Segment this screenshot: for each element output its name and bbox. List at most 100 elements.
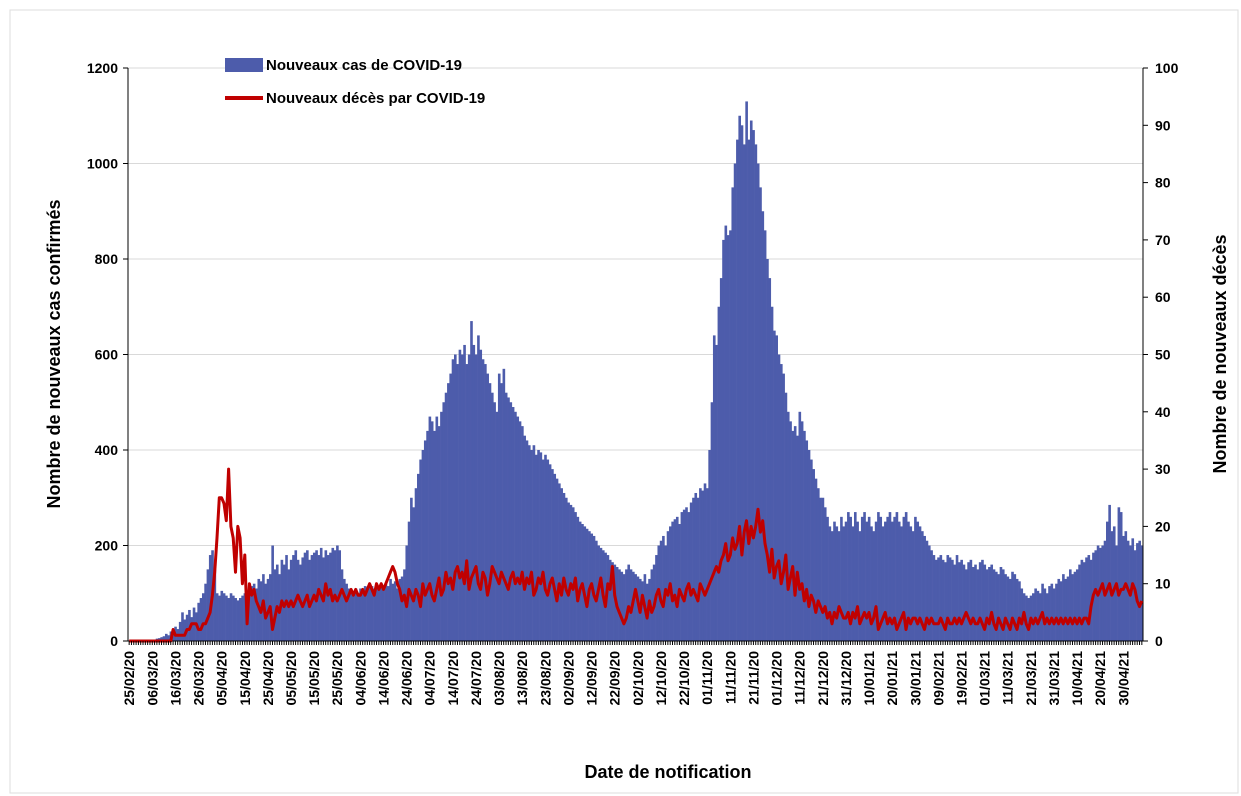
bar bbox=[285, 555, 288, 641]
bar bbox=[241, 595, 244, 641]
bar bbox=[641, 581, 644, 641]
bar bbox=[752, 130, 755, 641]
y2-tick-label: 70 bbox=[1155, 232, 1171, 248]
bar bbox=[627, 564, 631, 641]
bar bbox=[659, 540, 663, 641]
bar bbox=[1117, 507, 1121, 641]
bar bbox=[791, 430, 795, 641]
bar bbox=[992, 569, 996, 641]
bar bbox=[853, 512, 857, 641]
x-tick-label: 14/06/20 bbox=[375, 651, 391, 706]
bar bbox=[578, 521, 582, 641]
bar bbox=[946, 555, 950, 641]
bar bbox=[837, 531, 841, 641]
bar bbox=[955, 555, 959, 641]
bar bbox=[958, 562, 961, 641]
x-tick-label: 16/03/20 bbox=[167, 651, 183, 706]
x-tick-label: 01/11/20 bbox=[699, 651, 715, 705]
bar bbox=[1043, 588, 1047, 641]
bar bbox=[754, 144, 758, 641]
bar bbox=[699, 488, 702, 641]
bar bbox=[925, 540, 929, 641]
bar bbox=[514, 411, 517, 641]
bar bbox=[773, 330, 776, 641]
bar bbox=[932, 555, 936, 641]
bar bbox=[736, 139, 739, 641]
bar bbox=[190, 617, 194, 641]
bar bbox=[865, 521, 869, 641]
bar bbox=[197, 602, 200, 641]
bar bbox=[650, 569, 654, 641]
bar bbox=[675, 516, 679, 641]
bar bbox=[178, 621, 182, 641]
bar bbox=[414, 488, 418, 641]
bar bbox=[206, 569, 210, 641]
bar bbox=[622, 574, 626, 641]
bar bbox=[858, 531, 862, 641]
bar bbox=[548, 464, 552, 641]
bar bbox=[377, 586, 381, 641]
x-tick-label: 01/03/21 bbox=[977, 651, 993, 706]
bar bbox=[782, 373, 785, 641]
x-axis-title: Date de notification bbox=[584, 762, 751, 782]
bar bbox=[863, 512, 866, 641]
bar bbox=[1071, 574, 1074, 641]
bar bbox=[160, 637, 163, 641]
bar bbox=[1055, 583, 1058, 641]
bar bbox=[208, 555, 212, 641]
bar bbox=[564, 497, 568, 641]
bar bbox=[361, 590, 365, 641]
bar bbox=[368, 583, 372, 641]
bar bbox=[222, 593, 226, 641]
x-tick-label: 20/04/21 bbox=[1092, 651, 1108, 706]
bar bbox=[1066, 576, 1070, 641]
x-tick-label: 21/12/20 bbox=[815, 651, 831, 706]
bar bbox=[509, 402, 513, 641]
bar bbox=[1138, 540, 1141, 641]
x-tick-label: 13/08/20 bbox=[514, 651, 530, 706]
bar bbox=[539, 452, 543, 641]
bar bbox=[1119, 512, 1123, 641]
bar bbox=[930, 550, 933, 641]
bar bbox=[941, 559, 945, 641]
x-tick-label: 10/01/21 bbox=[861, 651, 877, 706]
bar bbox=[978, 562, 982, 641]
bar bbox=[1057, 578, 1061, 641]
bar bbox=[680, 512, 684, 641]
bar bbox=[201, 593, 205, 641]
bar bbox=[164, 633, 168, 641]
bar bbox=[969, 559, 973, 641]
bar bbox=[356, 593, 360, 641]
bar bbox=[292, 555, 295, 641]
bar bbox=[706, 488, 709, 641]
bar bbox=[569, 504, 573, 641]
bar bbox=[726, 235, 730, 641]
bar bbox=[454, 354, 457, 641]
bar bbox=[347, 588, 351, 641]
bar bbox=[985, 569, 989, 641]
bar bbox=[745, 101, 748, 642]
bar bbox=[275, 564, 279, 641]
y2-tick-label: 10 bbox=[1155, 576, 1171, 592]
bar bbox=[359, 588, 362, 641]
bar bbox=[1101, 545, 1104, 641]
x-tick-label: 01/12/20 bbox=[769, 651, 785, 706]
bar bbox=[724, 225, 728, 641]
x-tick-label: 12/09/20 bbox=[584, 651, 600, 706]
bar bbox=[433, 430, 436, 641]
bar bbox=[805, 440, 809, 641]
bar bbox=[419, 459, 422, 641]
bar bbox=[229, 593, 233, 641]
bar bbox=[904, 512, 908, 641]
bar bbox=[988, 566, 991, 641]
bar bbox=[719, 278, 723, 641]
bar bbox=[255, 588, 258, 641]
bar bbox=[990, 564, 994, 641]
bar bbox=[842, 526, 846, 641]
bar bbox=[793, 426, 797, 641]
bar bbox=[421, 450, 425, 641]
bar bbox=[354, 588, 358, 641]
bar bbox=[366, 588, 369, 641]
bar bbox=[911, 531, 915, 641]
bar bbox=[784, 392, 788, 641]
